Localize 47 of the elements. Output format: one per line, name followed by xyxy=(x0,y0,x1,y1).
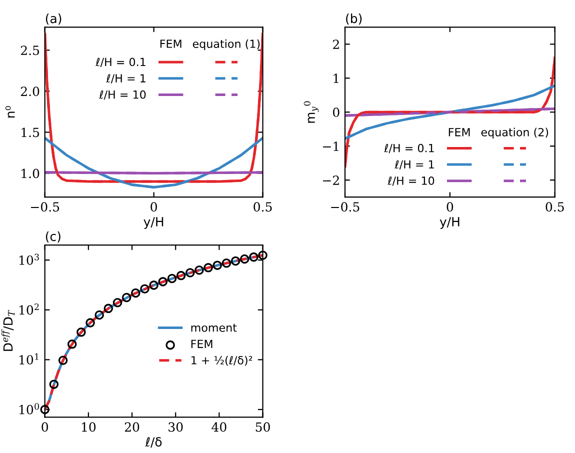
annotation: equation (2) xyxy=(481,128,548,138)
legend-label: moment xyxy=(191,324,237,332)
annotation: FEM xyxy=(160,40,182,48)
x-tick-label: 0.5 xyxy=(254,202,272,212)
x-axis-title: ℓ/δ xyxy=(145,437,162,448)
y-tick-label: 10$^{2}$ xyxy=(20,304,39,315)
y-tick-label: 2 xyxy=(333,40,339,49)
annotation: equation (1) xyxy=(192,39,260,50)
x-axis-title: y/H xyxy=(144,217,164,229)
y-tick-label: −2 xyxy=(323,176,339,185)
y-axis-title: n⁰ xyxy=(5,106,15,118)
x-tick-label: 30 xyxy=(168,422,183,432)
y-tick-label: 2.0 xyxy=(20,86,40,96)
x-tick-label: 50 xyxy=(256,422,270,432)
legend-label: ℓ/H = 0.1 xyxy=(384,144,434,154)
y-tick-label: 10$^{3}$ xyxy=(20,254,39,265)
x-tick-label: −0.5 xyxy=(30,202,60,212)
legend-label: ℓ/H = 0.1 xyxy=(96,58,146,68)
y-tick-label: 1 xyxy=(334,74,338,83)
y-tick-label: 10$^{1}$ xyxy=(20,353,38,365)
legend-label: 1 + ½(ℓ/δ)² xyxy=(192,356,252,366)
x-tick-label: 0 xyxy=(42,422,48,432)
annotation: FEM xyxy=(448,128,470,136)
y-tick-label: 10$^{0}$ xyxy=(20,403,39,414)
y-tick-label: 1.5 xyxy=(22,128,40,138)
y-tick-label: 0 xyxy=(333,108,340,118)
y-tick-label: −1 xyxy=(323,142,338,151)
x-tick-label: 10 xyxy=(82,422,96,432)
x-axis-title: y/H xyxy=(440,217,460,229)
y-axis-title: D$^{eff}$/D$_{T}$ xyxy=(1,310,14,351)
x-tick-label: 0 xyxy=(446,202,454,212)
x-tick-label: 40 xyxy=(212,422,226,432)
y-tick-label: 2.5 xyxy=(20,46,40,56)
legend-label: ℓ/H = 1 xyxy=(106,74,146,84)
y-axis-title: m$_{y}$$^{0}$ xyxy=(304,101,319,123)
legend-label: ℓ/H = 10 xyxy=(388,176,434,186)
chart-title: (a) xyxy=(46,14,62,25)
legend-label: FEM xyxy=(191,340,212,348)
x-tick-label: 0.5 xyxy=(546,202,564,212)
y-tick-label: 1.0 xyxy=(22,168,40,178)
x-tick-label: 0 xyxy=(150,202,157,212)
chart-title: (b) xyxy=(346,14,362,25)
x-tick-label: 20 xyxy=(124,422,140,432)
chart-title: (c) xyxy=(46,231,60,243)
legend-label: ℓ/H = 1 xyxy=(394,160,434,170)
x-tick-label: −0.5 xyxy=(331,202,360,212)
legend-label: ℓ/H = 10 xyxy=(99,90,146,100)
